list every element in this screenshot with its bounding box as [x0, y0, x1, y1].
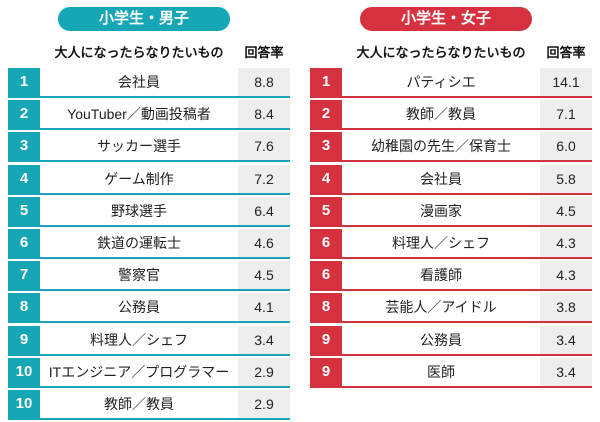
rate: 4.3	[540, 229, 592, 257]
table-row: 7 警察官 4.5	[8, 261, 290, 292]
occupation: 漫画家	[420, 202, 462, 219]
rate: 6.4	[238, 196, 290, 225]
table-title: 小学生・男子	[58, 7, 230, 31]
table-row: 10 ITエンジニア／プログラマー 2.9	[8, 357, 290, 388]
column-header: 大人になったらなりたいもの	[356, 45, 526, 60]
rate: 14.1	[540, 68, 592, 96]
rank: 6	[310, 229, 342, 257]
column-header: 回答率	[244, 45, 284, 60]
rate: 7.2	[238, 164, 290, 193]
table-row: 9 公務員 3.4	[310, 325, 592, 356]
rate: 4.5	[238, 261, 290, 290]
rank: 10	[8, 357, 40, 386]
rate: 5.8	[540, 164, 592, 193]
table-row: 2 教師／教員 7.1	[310, 100, 592, 131]
rank: 7	[8, 261, 40, 290]
rank: 2	[8, 100, 40, 129]
rate: 2.9	[238, 357, 290, 386]
rate: 3.4	[540, 325, 592, 354]
rank: 8	[310, 293, 342, 322]
table-row: 10 教師／教員 2.9	[8, 390, 290, 420]
rank: 1	[8, 68, 40, 96]
occupation: 教師／教員	[104, 396, 174, 412]
rate: 3.4	[540, 357, 592, 386]
rate: 4.1	[238, 293, 290, 322]
rank: 2	[310, 100, 342, 129]
occupation: 警察官	[118, 267, 160, 284]
column-header: 大人になったらなりたいもの	[54, 45, 224, 60]
rate: 3.4	[238, 325, 290, 354]
table-row: 4 会社員 5.8	[310, 164, 592, 195]
occupation: 会社員	[118, 74, 160, 90]
rate: 7.6	[238, 132, 290, 161]
occupation: 公務員	[420, 331, 462, 348]
occupation: 看護師	[420, 267, 462, 284]
table-row: 9 医師 3.4	[310, 357, 592, 388]
table-row: 8 公務員 4.1	[8, 293, 290, 324]
rate: 2.9	[238, 390, 290, 418]
rank: 9	[310, 357, 342, 386]
occupation: ITエンジニア／プログラマー	[48, 363, 230, 380]
table-row: 3 サッカー選手 7.6	[8, 132, 290, 163]
rank: 10	[8, 390, 40, 418]
occupation: 鉄道の運転士	[97, 235, 181, 251]
rate: 8.8	[238, 68, 290, 96]
rate: 3.8	[540, 293, 592, 322]
occupation: 料理人／シェフ	[392, 235, 490, 251]
rank: 9	[310, 325, 342, 354]
rate: 4.6	[238, 229, 290, 257]
occupation: 料理人／シェフ	[90, 331, 188, 348]
rank: 6	[8, 229, 40, 257]
occupation: サッカー選手	[97, 138, 181, 155]
table-row: 6 鉄道の運転士 4.6	[8, 229, 290, 259]
table-row: 9 料理人／シェフ 3.4	[8, 325, 290, 356]
rate: 6.0	[540, 132, 592, 161]
rank: 5	[310, 196, 342, 225]
rate: 8.4	[238, 100, 290, 129]
occupation: 幼稚園の先生／保育士	[371, 138, 511, 155]
occupation: 公務員	[118, 299, 160, 316]
rank: 3	[310, 132, 342, 161]
occupation: 野球選手	[111, 202, 167, 219]
table-row: 6 看護師 4.3	[310, 261, 592, 292]
occupation: 会社員	[420, 170, 462, 187]
table-row: 6 料理人／シェフ 4.3	[310, 229, 592, 259]
table-title: 小学生・女子	[360, 7, 532, 31]
rank: 4	[8, 164, 40, 193]
rank: 8	[8, 293, 40, 322]
table-row: 5 野球選手 6.4	[8, 196, 290, 227]
rank: 9	[8, 325, 40, 354]
rate: 7.1	[540, 100, 592, 129]
occupation: 医師	[427, 363, 455, 380]
occupation: 教師／教員	[406, 106, 476, 123]
rate: 4.5	[540, 196, 592, 225]
table-row: 2 YouTuber／動画投稿者 8.4	[8, 100, 290, 131]
table-row: 3 幼稚園の先生／保育士 6.0	[310, 132, 592, 163]
rank: 6	[310, 261, 342, 290]
occupation: ゲーム制作	[104, 170, 174, 187]
table-row: 4 ゲーム制作 7.2	[8, 164, 290, 195]
rank: 5	[8, 196, 40, 225]
table-row: 5 漫画家 4.5	[310, 196, 592, 227]
table-row: 1 パティシエ 14.1	[310, 68, 592, 98]
occupation: YouTuber／動画投稿者	[67, 106, 211, 123]
occupation: 芸能人／アイドル	[385, 299, 497, 316]
table-row: 1 会社員 8.8	[8, 68, 290, 98]
column-header: 回答率	[546, 45, 586, 60]
occupation: パティシエ	[406, 74, 476, 90]
table-row: 8 芸能人／アイドル 3.8	[310, 293, 592, 324]
rank: 4	[310, 164, 342, 193]
rate: 4.3	[540, 261, 592, 290]
rank: 3	[8, 132, 40, 161]
rank: 1	[310, 68, 342, 96]
